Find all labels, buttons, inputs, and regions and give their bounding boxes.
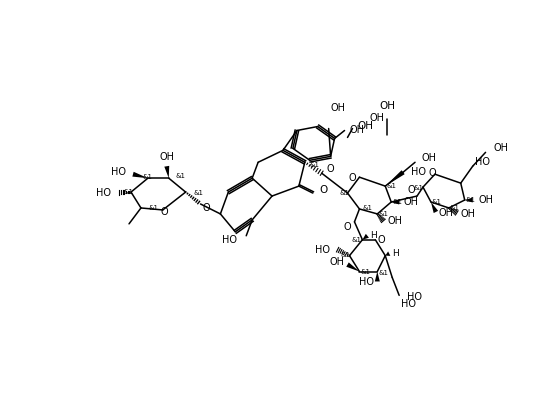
Text: OH: OH (330, 102, 345, 113)
Text: OH: OH (350, 126, 365, 136)
Text: OH: OH (421, 153, 436, 163)
Text: &1: &1 (466, 197, 476, 203)
Text: &1: &1 (143, 174, 153, 180)
Text: HO: HO (222, 235, 237, 245)
Text: OH: OH (358, 121, 374, 130)
Text: &1: &1 (392, 199, 402, 205)
Text: HO: HO (475, 157, 490, 167)
Polygon shape (431, 202, 438, 213)
Text: &1: &1 (149, 205, 159, 211)
Text: HO: HO (411, 167, 426, 177)
Text: HO: HO (315, 245, 330, 255)
Text: O: O (344, 222, 351, 232)
Text: OH: OH (379, 100, 395, 111)
Polygon shape (385, 252, 390, 256)
Text: OH: OH (461, 209, 476, 219)
Text: &1: &1 (414, 185, 424, 191)
Text: O: O (408, 185, 415, 195)
Text: HO: HO (359, 277, 374, 288)
Polygon shape (375, 271, 380, 281)
Text: H: H (392, 249, 399, 258)
Text: &1: &1 (378, 211, 388, 217)
Text: &1: &1 (386, 183, 396, 189)
Text: OH: OH (387, 216, 402, 226)
Text: OH: OH (159, 152, 174, 162)
Text: H: H (370, 231, 377, 240)
Text: HO: HO (111, 167, 126, 177)
Text: OH: OH (494, 143, 509, 153)
Text: &1: &1 (310, 162, 320, 168)
Text: &1: &1 (351, 237, 361, 243)
Text: O: O (203, 203, 211, 213)
Text: &1: &1 (193, 190, 203, 196)
Polygon shape (165, 166, 169, 178)
Polygon shape (465, 198, 473, 202)
Text: HO: HO (96, 188, 111, 198)
Text: O: O (378, 235, 385, 245)
Text: OH: OH (439, 208, 454, 218)
Text: O: O (327, 164, 334, 174)
Text: OH: OH (479, 195, 494, 205)
Text: &1: &1 (340, 252, 350, 258)
Polygon shape (391, 200, 399, 205)
Polygon shape (346, 262, 359, 271)
Polygon shape (132, 172, 148, 178)
Text: O: O (349, 173, 356, 183)
Text: OH: OH (369, 113, 384, 123)
Text: &1: &1 (432, 199, 442, 205)
Text: OH: OH (403, 197, 418, 207)
Text: HO: HO (401, 299, 416, 309)
Text: &1: &1 (176, 173, 186, 179)
Text: &1: &1 (360, 269, 370, 275)
Text: O: O (161, 207, 168, 217)
Polygon shape (385, 170, 405, 186)
Text: &1: &1 (124, 189, 134, 195)
Text: &1: &1 (363, 205, 373, 211)
Text: O: O (428, 168, 436, 178)
Text: &1: &1 (378, 269, 388, 275)
Text: &1: &1 (450, 205, 460, 211)
Text: &1: &1 (340, 190, 350, 196)
Text: HO: HO (407, 292, 422, 303)
Text: OH: OH (330, 257, 345, 266)
Polygon shape (363, 234, 369, 240)
Text: O: O (320, 185, 328, 195)
